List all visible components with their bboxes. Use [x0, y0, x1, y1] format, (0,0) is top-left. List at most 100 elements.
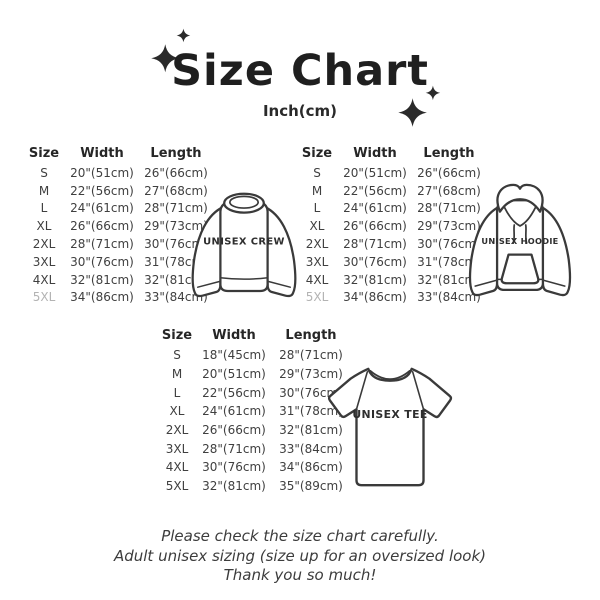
footer-line: Please check the size chart carefully.	[161, 527, 439, 545]
size-cell: XL	[309, 219, 325, 234]
size-cell: 4XL	[305, 272, 329, 287]
size-table-hoodie: Size Width Length S 20"(51cm) 26"(66cm) M 22"(5…	[295, 143, 487, 306]
width-cell: 24"(61cm)	[343, 201, 407, 216]
size-row-3xl: 3XL 30"(76cm) 31"(78cm)	[22, 253, 214, 271]
size-row-5xl: 5XL 34"(86cm) 33"(84cm)	[22, 289, 214, 307]
column-header-length: Length	[150, 146, 202, 161]
length-cell: 27"(68cm)	[144, 183, 208, 198]
column-header-length: Length	[423, 146, 475, 161]
column-header-width: Width	[212, 328, 256, 343]
size-cell: 5XL	[305, 290, 329, 305]
tee-collar	[369, 369, 411, 381]
length-cell: 26"(66cm)	[144, 165, 208, 180]
size-cell: M	[171, 367, 183, 382]
size-cell: S	[40, 165, 48, 180]
length-cell: 33"(84cm)	[144, 290, 208, 305]
length-cell: 27"(68cm)	[417, 183, 481, 198]
size-cell: 2XL	[165, 423, 189, 438]
crew-hem-band	[219, 276, 269, 280]
width-cell: 24"(61cm)	[70, 201, 134, 216]
width-cell: 34"(86cm)	[343, 290, 407, 305]
size-cell: 3XL	[32, 254, 56, 269]
width-cell: 30"(76cm)	[70, 254, 134, 269]
column-header-size: Size	[28, 146, 60, 161]
size-table-crew: Size Width Length S 20"(51cm) 26"(66cm) M 22"(5…	[22, 143, 214, 306]
hoodie-right-sleeve	[539, 205, 572, 297]
size-cell: M	[38, 183, 50, 198]
width-cell: 32"(81cm)	[202, 479, 266, 494]
crew-print-label: UNISEX CREW	[203, 237, 285, 248]
crew-left-sleeve	[191, 205, 225, 298]
size-cell: 5XL	[165, 479, 189, 494]
length-cell: 28"(71cm)	[417, 201, 481, 216]
size-cell: L	[173, 385, 181, 400]
width-cell: 28"(71cm)	[343, 237, 407, 252]
hoodie-hood-opening	[503, 206, 537, 227]
size-row-l: L 24"(61cm) 28"(71cm)	[295, 200, 487, 218]
size-cell: 3XL	[165, 441, 189, 456]
width-cell: 24"(61cm)	[202, 404, 266, 419]
hoodie-hood	[496, 183, 544, 213]
size-cell: 4XL	[32, 272, 56, 287]
size-row-3xl: 3XL 30"(76cm) 31"(78cm)	[295, 253, 487, 271]
size-row-l: L 24"(61cm) 28"(71cm)	[22, 200, 214, 218]
width-cell: 20"(51cm)	[202, 367, 266, 382]
size-row-l: L 22"(56cm) 30"(76cm)	[155, 383, 353, 402]
size-row-5xl: 5XL 34"(86cm) 33"(84cm)	[295, 289, 487, 307]
unisex-hoodie-illustration: UNISEX HOODIE	[468, 183, 572, 297]
length-cell: 34"(86cm)	[279, 460, 343, 475]
footer-note: Please check the size chart carefully. A…	[0, 527, 600, 586]
length-cell: 35"(89cm)	[279, 479, 343, 494]
size-cell: L	[313, 201, 321, 216]
width-cell: 22"(56cm)	[202, 385, 266, 400]
width-cell: 26"(66cm)	[343, 219, 407, 234]
size-row-s: S 20"(51cm) 26"(66cm)	[295, 164, 487, 182]
length-cell: 28"(71cm)	[279, 348, 343, 363]
size-cell: S	[173, 348, 181, 363]
width-cell: 32"(81cm)	[70, 272, 134, 287]
sparkle-icon	[398, 85, 441, 127]
length-cell: 31"(78cm)	[417, 254, 481, 269]
hoodie-cuffs	[474, 279, 566, 287]
length-cell: 32"(81cm)	[279, 423, 343, 438]
size-cell: 3XL	[305, 254, 329, 269]
width-cell: 18"(45cm)	[202, 348, 266, 363]
length-cell: 31"(78cm)	[279, 404, 343, 419]
width-cell: 20"(51cm)	[70, 165, 134, 180]
length-cell: 32"(81cm)	[417, 272, 481, 287]
table-header-row: Size Width Length	[22, 143, 214, 164]
size-row-s: S 18"(45cm) 28"(71cm)	[155, 346, 353, 365]
footer-line: Thank you so much!	[223, 566, 377, 584]
length-cell: 29"(73cm)	[417, 219, 481, 234]
length-cell: 30"(76cm)	[144, 237, 208, 252]
crew-collar-inner	[228, 195, 260, 209]
hoodie-drawstrings	[512, 224, 528, 244]
size-cell: S	[313, 165, 321, 180]
hoodie-kangaroo-pocket	[500, 253, 540, 285]
size-row-m: M 20"(51cm) 29"(73cm)	[155, 365, 353, 384]
width-cell: 20"(51cm)	[343, 165, 407, 180]
hoodie-print-label: UNISEX HOODIE	[481, 236, 558, 246]
length-cell: 33"(84cm)	[279, 441, 343, 456]
size-cell: L	[40, 201, 48, 216]
width-cell: 22"(56cm)	[70, 183, 134, 198]
size-row-s: S 20"(51cm) 26"(66cm)	[22, 164, 214, 182]
width-cell: 26"(66cm)	[70, 219, 134, 234]
column-header-width: Width	[353, 146, 397, 161]
size-row-4xl: 4XL 30"(76cm) 34"(86cm)	[155, 458, 353, 477]
width-cell: 30"(76cm)	[202, 460, 266, 475]
footer-line: Adult unisex sizing (size up for an over…	[113, 546, 487, 565]
size-row-2xl: 2XL 28"(71cm) 30"(76cm)	[295, 235, 487, 253]
width-cell: 30"(76cm)	[343, 254, 407, 269]
column-header-length: Length	[285, 328, 337, 343]
unisex-crew-illustration: UNISEX CREW	[191, 192, 297, 298]
size-row-m: M 22"(56cm) 27"(68cm)	[22, 182, 214, 200]
width-cell: 32"(81cm)	[343, 272, 407, 287]
tee-sleeve-seams	[355, 371, 425, 411]
width-cell: 28"(71cm)	[70, 237, 134, 252]
size-row-3xl: 3XL 28"(71cm) 33"(84cm)	[155, 439, 353, 458]
size-cell: 5XL	[32, 290, 56, 305]
size-row-4xl: 4XL 32"(81cm) 32"(81cm)	[295, 271, 487, 289]
size-row-m: M 22"(56cm) 27"(68cm)	[295, 182, 487, 200]
